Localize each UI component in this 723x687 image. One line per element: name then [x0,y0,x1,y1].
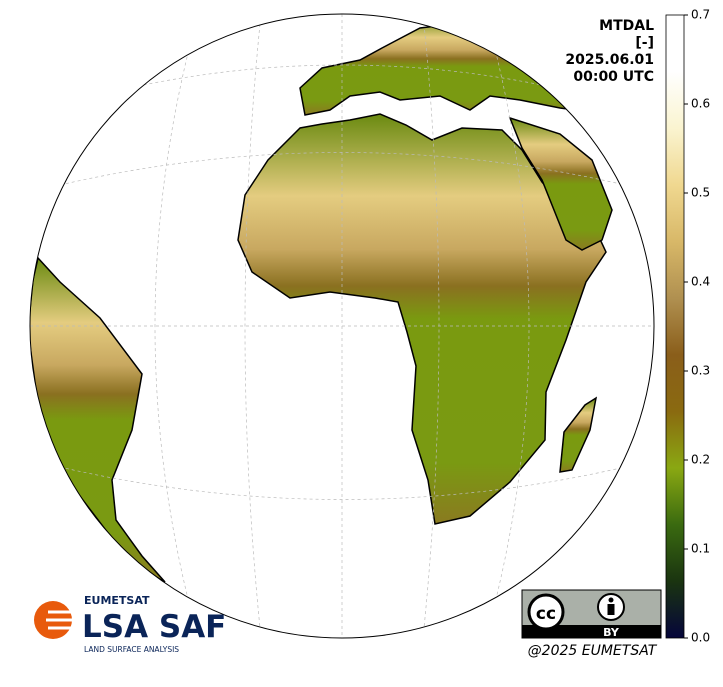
colorbar-tick-label: 0.6 [691,97,710,111]
colorbar-tick-label: 0.2 [691,453,710,467]
globe-outline [29,13,655,639]
by-head [608,597,614,603]
logo-org: EUMETSAT [84,594,150,607]
title-line: 00:00 UTC [573,69,654,85]
by-text: BY [603,626,620,639]
logo-stripes [46,610,78,630]
logo-name: LSA SAF [82,609,226,645]
colorbar-ticks: 0.0 0.1 0.2 0.3 0.4 0.5 0.6 0.7 [684,8,710,645]
copyright: @2025 EUMETSAT [528,643,658,659]
colorbar-tick-label: 0.7 [691,8,710,22]
colorbar-tick-label: 0.1 [691,542,710,556]
by-body [607,604,615,615]
globe [30,14,654,638]
colorbar-tick-label: 0.0 [691,631,710,645]
title-line: [-] [635,35,654,51]
colorbar [665,14,685,639]
cc-text: cc [536,604,556,624]
logo: EUMETSAT LSA SAF LAND SURFACE ANALYSIS [34,594,226,654]
colorbar-tick-label: 0.4 [691,275,710,289]
badge-bar [522,625,661,638]
title-line: 2025.06.01 [565,52,654,68]
logo-tagline: LAND SURFACE ANALYSIS [84,645,179,654]
license-badge: cc BY [521,589,662,639]
colorbar-tick-label: 0.3 [691,364,710,378]
cc-circle [527,593,565,631]
colorbar-tick-label: 0.5 [691,186,710,200]
graticule [30,14,654,638]
title-line: MTDAL [599,18,654,34]
